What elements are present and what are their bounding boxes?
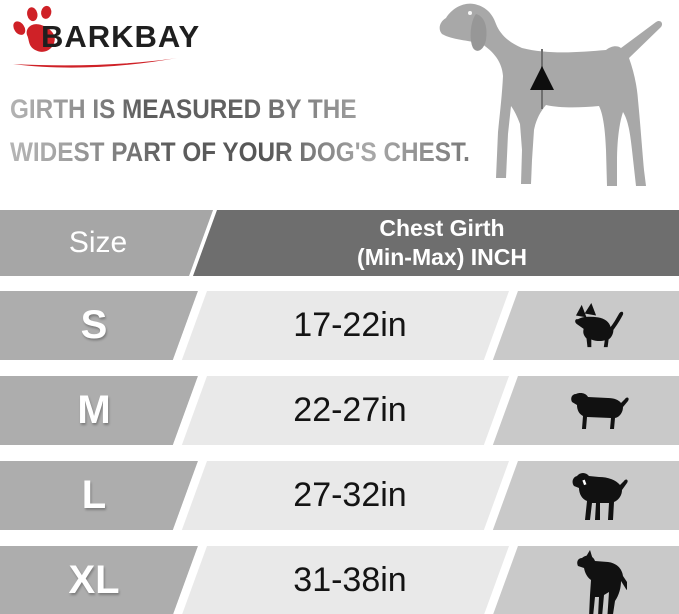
size-chart-table: Size Chest Girth (Min-Max) INCH S 17-22i…	[0, 210, 679, 614]
row-spacer	[0, 445, 679, 461]
girth-value: 17-22in	[293, 306, 407, 344]
dog-girth-illustration	[439, 3, 663, 187]
girth-value: 31-38in	[293, 560, 407, 599]
red-swoosh-underline	[13, 58, 177, 68]
rottweiler-icon	[572, 472, 628, 520]
table-row-size-s: S 17-22in	[0, 291, 679, 360]
table-header-row: Size Chest Girth (Min-Max) INCH	[0, 210, 679, 276]
brand-logo: BARKBAY	[10, 4, 210, 76]
dog-ear	[470, 14, 487, 51]
girth-instruction: GIRTH IS MEASURED BY THE WIDEST PART OF …	[10, 88, 530, 174]
dog-eye	[468, 11, 472, 15]
headline-line2: WIDEST PART OF YOUR DOG'S CHEST.	[10, 131, 470, 174]
header-girth-line1: Chest Girth	[379, 215, 505, 241]
chihuahua-icon	[575, 302, 624, 347]
size-label: S	[80, 303, 108, 347]
girth-arrow-marker	[530, 66, 554, 90]
size-label: XL	[68, 557, 120, 602]
girth-value: 27-32in	[293, 476, 407, 514]
size-label: L	[81, 473, 107, 517]
row-spacer	[0, 276, 679, 291]
row-spacer	[0, 530, 679, 546]
red-paw-icon	[13, 5, 55, 52]
row-spacer	[0, 360, 679, 376]
header-girth-label: Chest Girth (Min-Max) INCH	[205, 210, 679, 276]
great-dane-icon	[577, 550, 627, 614]
table-row-size-xl: XL 31-38in	[0, 546, 679, 614]
header-size-label: Size	[68, 226, 128, 259]
headline-line1: GIRTH IS MEASURED BY THE	[10, 88, 357, 131]
table-row-size-m: M 22-27in	[0, 376, 679, 445]
brand-name: BARKBAY	[41, 19, 201, 54]
girth-value: 22-27in	[293, 391, 407, 429]
collar-mark	[582, 479, 587, 485]
table-row-size-l: L 27-32in	[0, 461, 679, 530]
size-label: M	[77, 388, 111, 432]
header-girth-line2: (Min-Max) INCH	[357, 244, 527, 270]
dachshund-icon	[571, 392, 629, 429]
